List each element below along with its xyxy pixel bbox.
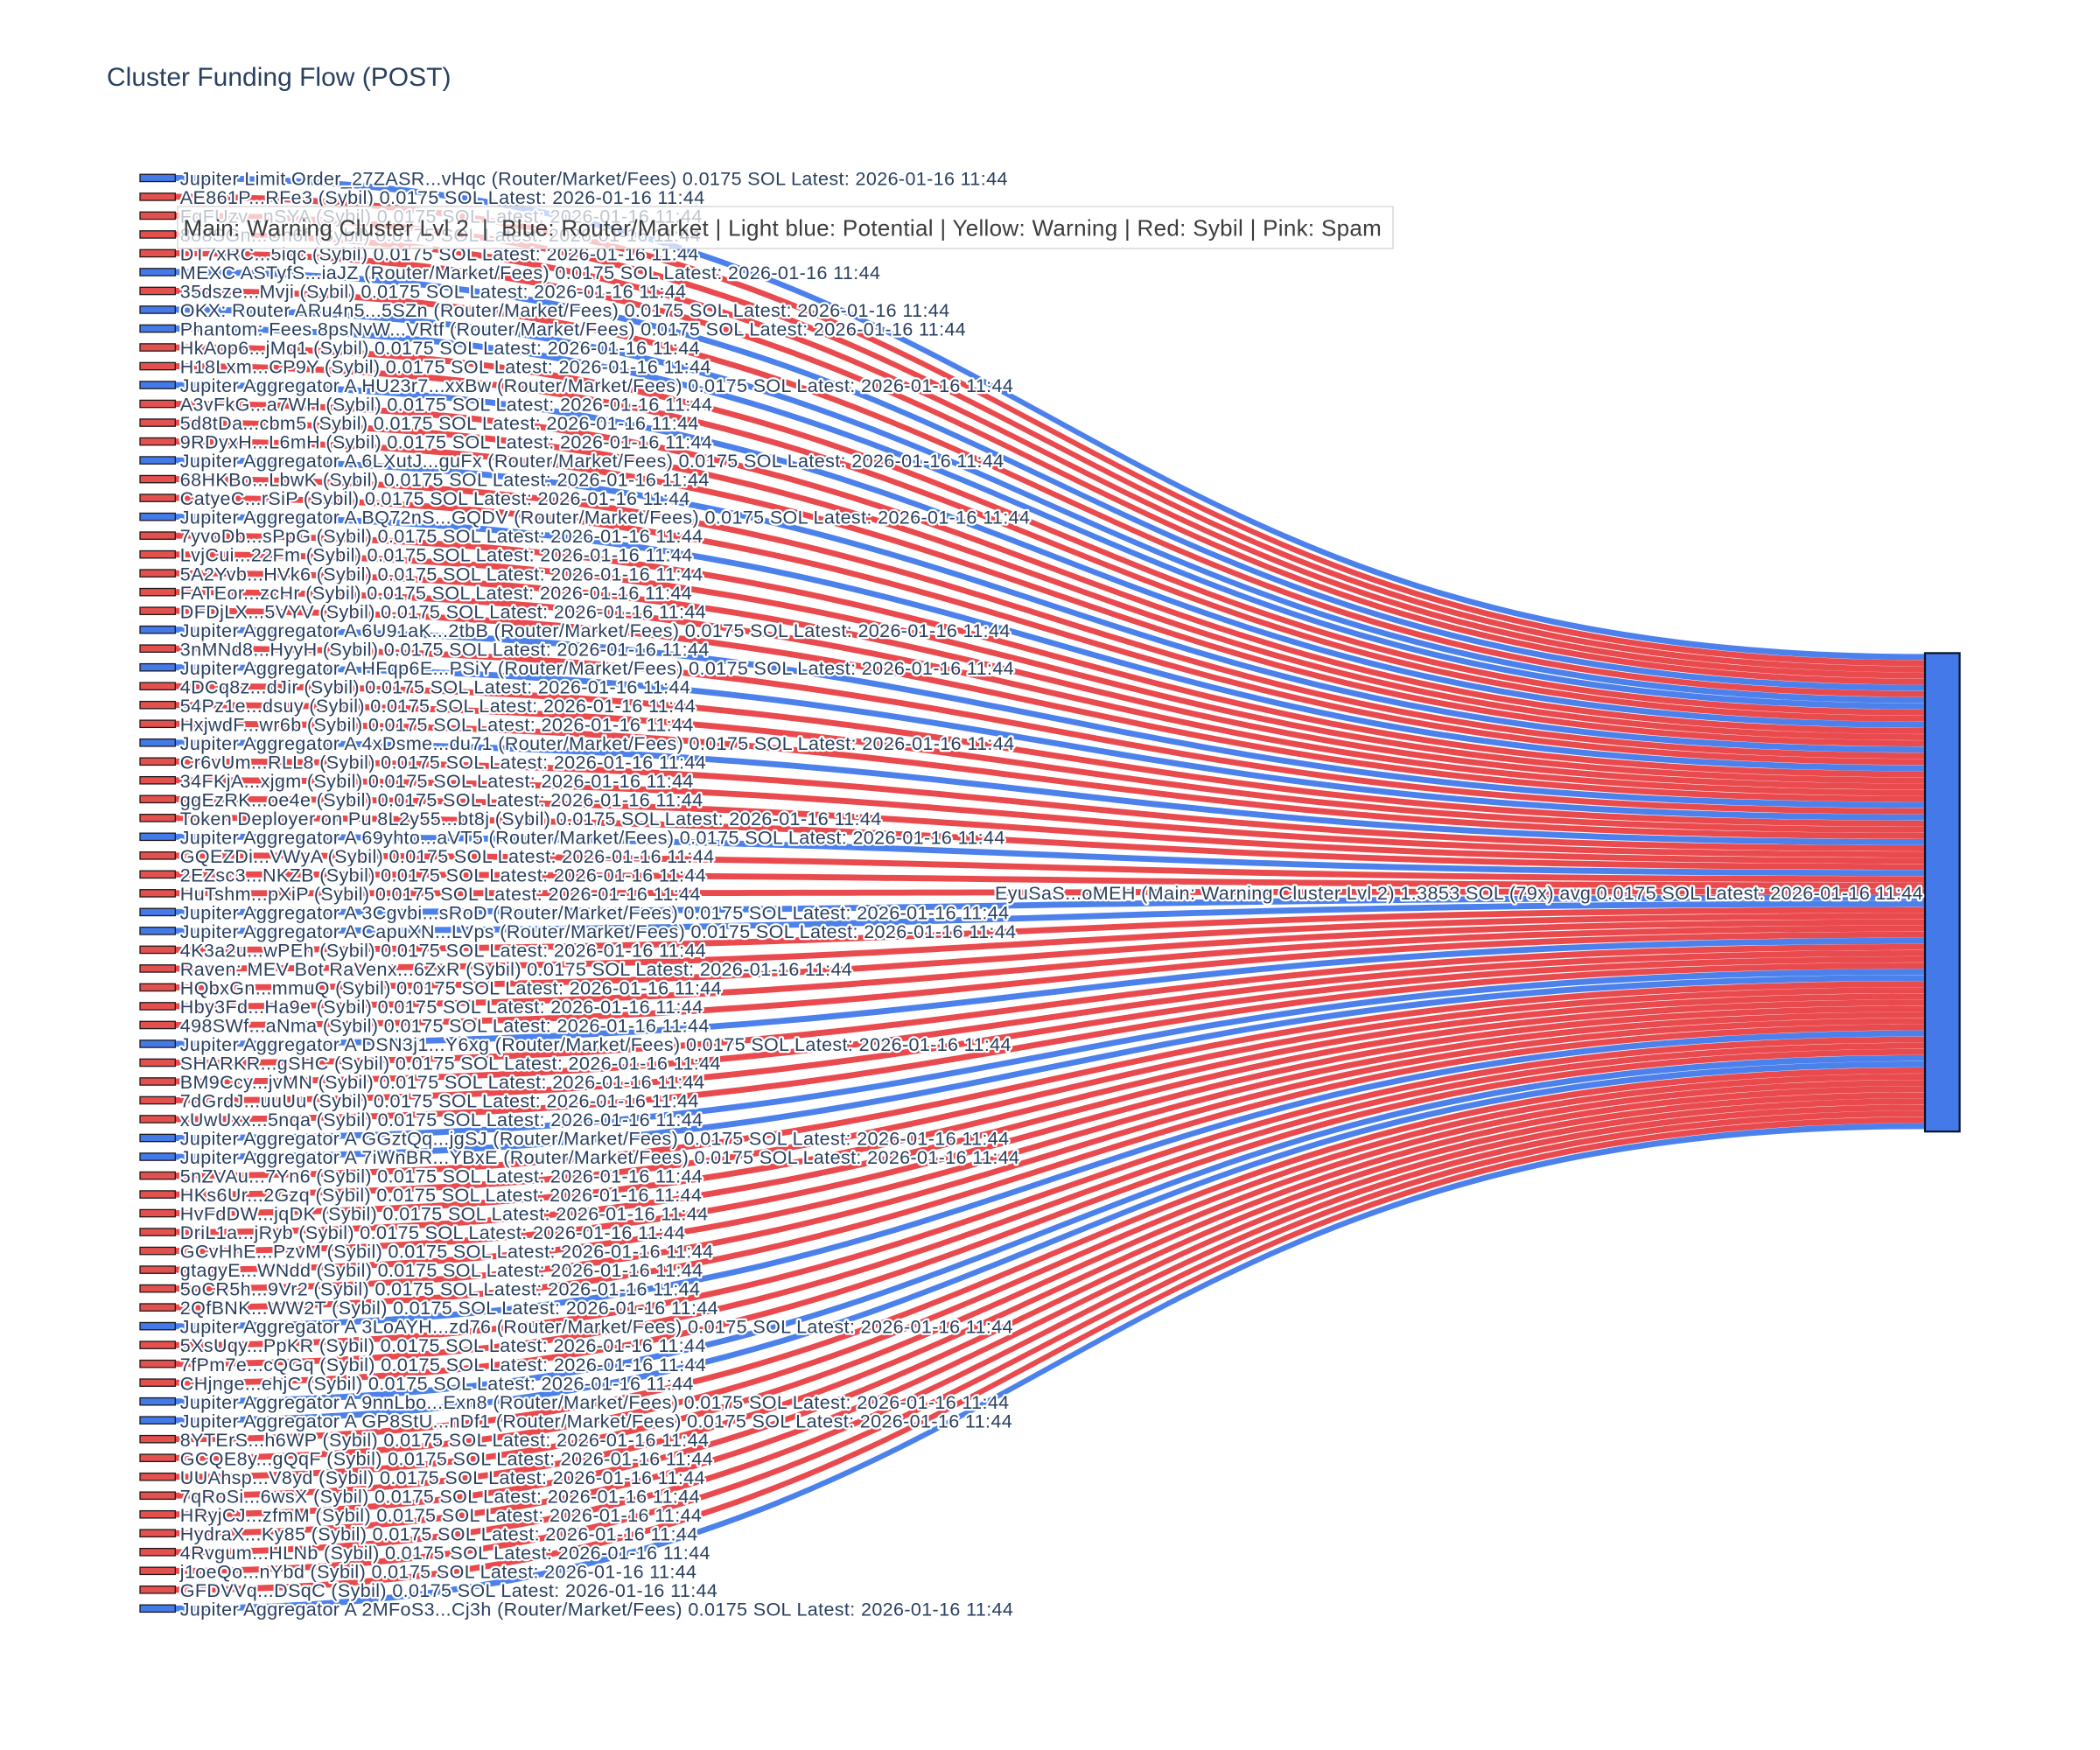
svg-text:FATEor...zcHr (Sybil) 0.0175 S: FATEor...zcHr (Sybil) 0.0175 SOL Latest:… — [180, 583, 692, 604]
svg-text:Jupiter Aggregator A HU23r7...: Jupiter Aggregator A HU23r7...xxBw (Rout… — [180, 375, 1013, 396]
svg-text:Token Deployer on Pu 8L2y55...: Token Deployer on Pu 8L2y55...bt8j (Sybi… — [180, 808, 882, 830]
svg-text:BM9Ccy...jvMN (Sybil) 0.0175 S: BM9Ccy...jvMN (Sybil) 0.0175 SOL Latest:… — [180, 1072, 705, 1093]
svg-text:7fPm7e...cQGq (Sybil) 0.0175 S: 7fPm7e...cQGq (Sybil) 0.0175 SOL Latest:… — [180, 1354, 706, 1376]
svg-text:8YTErS...h6WP (Sybil) 0.0175 S: 8YTErS...h6WP (Sybil) 0.0175 SOL Latest:… — [180, 1430, 709, 1451]
svg-text:Main: Warning Cluster Lvl 2 |: Main: Warning Cluster Lvl 2 | Blue: Rout… — [184, 215, 1382, 242]
svg-text:68HKBo...LbwK (Sybil) 0.0175 S: 68HKBo...LbwK (Sybil) 0.0175 SOL Latest:… — [180, 470, 710, 491]
svg-text:HydraX...Ky85 (Sybil) 0.0175 S: HydraX...Ky85 (Sybil) 0.0175 SOL Latest:… — [180, 1523, 698, 1544]
svg-text:ggEzRK...oe4e (Sybil) 0.0175 S: ggEzRK...oe4e (Sybil) 0.0175 SOL Latest:… — [180, 789, 704, 810]
svg-text:Jupiter Aggregator A 9nnLbo...: Jupiter Aggregator A 9nnLbo...Exn8 (Rout… — [180, 1392, 1010, 1413]
svg-text:Jupiter Aggregator A 2MFoS3...: Jupiter Aggregator A 2MFoS3...Cj3h (Rout… — [180, 1599, 1013, 1620]
svg-text:4DCq8z...dJir (Sybil) 0.0175 S: 4DCq8z...dJir (Sybil) 0.0175 SOL Latest:… — [180, 676, 690, 697]
svg-text:xUwUxx...5nqa (Sybil) 0.0175 S: xUwUxx...5nqa (Sybil) 0.0175 SOL Latest:… — [180, 1110, 704, 1130]
svg-text:CatyeC...rSiP (Sybil) 0.0175 S: CatyeC...rSiP (Sybil) 0.0175 SOL Latest:… — [180, 488, 690, 509]
svg-text:4Rvgum...HLNb (Sybil) 0.0175 S: 4Rvgum...HLNb (Sybil) 0.0175 SOL Latest:… — [180, 1543, 710, 1564]
svg-text:35dsze...Mvji (Sybil) 0.0175 S: 35dsze...Mvji (Sybil) 0.0175 SOL Latest:… — [180, 282, 687, 303]
svg-text:HxjwdF...wr6b (Sybil) 0.0175 S: HxjwdF...wr6b (Sybil) 0.0175 SOL Latest:… — [180, 714, 694, 735]
svg-text:2EZsc3...NKZB (Sybil) 0.0175 S: 2EZsc3...NKZB (Sybil) 0.0175 SOL Latest:… — [180, 864, 706, 886]
svg-text:Jupiter Aggregator A 3LoAYH...: Jupiter Aggregator A 3LoAYH...zd76 (Rout… — [180, 1317, 1013, 1338]
svg-text:Hby3Fd...Ha9e (Sybil) 0.0175 S: Hby3Fd...Ha9e (Sybil) 0.0175 SOL Latest:… — [180, 997, 704, 1018]
svg-text:HQbxGn...mmuQ (Sybil) 0.0175 S: HQbxGn...mmuQ (Sybil) 0.0175 SOL Latest:… — [180, 978, 722, 999]
svg-text:Jupiter Aggregator A HFqp6E...: Jupiter Aggregator A HFqp6E...PSiY (Rout… — [180, 658, 1014, 679]
svg-text:EyuSaS...oMEH (Main: Warning C: EyuSaS...oMEH (Main: Warning Cluster Lvl… — [995, 883, 1923, 904]
svg-text:HvFdDW...jqDK (Sybil) 0.0175 S: HvFdDW...jqDK (Sybil) 0.0175 SOL Latest:… — [180, 1204, 709, 1225]
svg-text:LvjCui...22Fm (Sybil) 0.0175 S: LvjCui...22Fm (Sybil) 0.0175 SOL Latest:… — [180, 545, 693, 566]
svg-text:CHjnge...ehjC (Sybil) 0.0175 S: CHjnge...ehjC (Sybil) 0.0175 SOL Latest:… — [180, 1373, 694, 1394]
svg-text:7qRoSi...6wsX (Sybil) 0.0175 S: 7qRoSi...6wsX (Sybil) 0.0175 SOL Latest:… — [180, 1486, 700, 1507]
svg-text:Jupiter Limit Order_27ZASR...v: Jupiter Limit Order_27ZASR...vHqc (Route… — [180, 169, 1008, 190]
svg-text:gtagyE...WNdd (Sybil) 0.0175 S: gtagyE...WNdd (Sybil) 0.0175 SOL Latest:… — [180, 1260, 704, 1281]
svg-text:SHARKR...gSHC (Sybil) 0.0175 S: SHARKR...gSHC (Sybil) 0.0175 SOL Latest:… — [180, 1054, 721, 1074]
svg-text:5d8tDa...cbm5 (Sybil) 0.0175 S: 5d8tDa...cbm5 (Sybil) 0.0175 SOL Latest:… — [180, 413, 699, 434]
svg-text:4K3a2u...wPEh (Sybil) 0.0175 S: 4K3a2u...wPEh (Sybil) 0.0175 SOL Latest:… — [180, 940, 706, 961]
svg-text:Jupiter Aggregator A DSN3j1...: Jupiter Aggregator A DSN3j1...Y6xg (Rout… — [180, 1034, 1012, 1055]
svg-text:Jupiter Aggregator A 69yhto...: Jupiter Aggregator A 69yhto...aVT5 (Rout… — [180, 827, 1005, 848]
svg-text:Jupiter Aggregator A 6LXutJ...: Jupiter Aggregator A 6LXutJ...guFx (Rout… — [180, 451, 1004, 472]
svg-text:DFDjLX...5VYV (Sybil) 0.0175 S: DFDjLX...5VYV (Sybil) 0.0175 SOL Latest:… — [180, 601, 706, 622]
svg-text:HKs6Ur...2Gzq (Sybil) 0.0175 S: HKs6Ur...2Gzq (Sybil) 0.0175 SOL Latest:… — [180, 1185, 703, 1206]
svg-text:Jupiter Aggregator A 4xDsme...: Jupiter Aggregator A 4xDsme...du71 (Rout… — [180, 733, 1015, 754]
svg-text:5XsUqy...PpKR (Sybil) 0.0175 S: 5XsUqy...PpKR (Sybil) 0.0175 SOL Latest:… — [180, 1335, 706, 1356]
svg-text:3nMNd8...HyyH (Sybil) 0.0175 S: 3nMNd8...HyyH (Sybil) 0.0175 SOL Latest:… — [180, 639, 710, 660]
svg-text:GCvHhE...PzvM (Sybil) 0.0175 S: GCvHhE...PzvM (Sybil) 0.0175 SOL Latest:… — [180, 1242, 714, 1263]
svg-text:H18Lxm...CP9Y (Sybil) 0.0175 S: H18Lxm...CP9Y (Sybil) 0.0175 SOL Latest:… — [180, 357, 711, 378]
svg-text:Jupiter Aggregator A BQ72nS...: Jupiter Aggregator A BQ72nS...GQDV (Rout… — [180, 508, 1031, 528]
svg-text:Jupiter Aggregator A CapuXN...: Jupiter Aggregator A CapuXN...LVps (Rout… — [180, 921, 1017, 942]
svg-text:HkAop6...jMq1 (Sybil) 0.0175 S: HkAop6...jMq1 (Sybil) 0.0175 SOL Latest:… — [180, 338, 700, 359]
svg-text:5A2Yvb...HVk6 (Sybil) 0.0175 S: 5A2Yvb...HVk6 (Sybil) 0.0175 SOL Latest:… — [180, 564, 704, 584]
svg-text:GCQE8y...gQqF (Sybil) 0.0175 S: GCQE8y...gQqF (Sybil) 0.0175 SOL Latest:… — [180, 1448, 713, 1469]
svg-text:Jupiter Aggregator A 3Cgvbi...: Jupiter Aggregator A 3Cgvbi...sRoD (Rout… — [180, 902, 1010, 923]
svg-text:5nZVAu...7Yn6 (Sybil) 0.0175 S: 5nZVAu...7Yn6 (Sybil) 0.0175 SOL Latest:… — [180, 1166, 703, 1187]
svg-text:Phantom: Fees 8psNvW...VRtf (R: Phantom: Fees 8psNvW...VRtf (Router/Mark… — [180, 319, 966, 340]
svg-text:HRyjCJ...zfmM (Sybil) 0.0175 S: HRyjCJ...zfmM (Sybil) 0.0175 SOL Latest:… — [180, 1505, 702, 1526]
svg-text:j1oeQo...nYbd (Sybil) 0.0175 S: j1oeQo...nYbd (Sybil) 0.0175 SOL Latest:… — [179, 1561, 697, 1582]
svg-text:A3vFkG...a7WH (Sybil) 0.0175 S: A3vFkG...a7WH (Sybil) 0.0175 SOL Latest:… — [180, 395, 712, 416]
svg-text:9RDyxH...L6mH (Sybil) 0.0175 S: 9RDyxH...L6mH (Sybil) 0.0175 SOL Latest:… — [180, 432, 712, 453]
svg-text:OKX: Router ARu4n5...5SZn (Rou: OKX: Router ARu4n5...5SZn (Router/Market… — [180, 300, 950, 321]
svg-text:54Pz1e...dsuy (Sybil) 0.0175 S: 54Pz1e...dsuy (Sybil) 0.0175 SOL Latest:… — [180, 696, 696, 717]
svg-text:2QfBNK...WW2T (Sybil) 0.0175 S: 2QfBNK...WW2T (Sybil) 0.0175 SOL Latest:… — [180, 1298, 718, 1319]
svg-text:GQEZDi...VWyA (Sybil) 0.0175 S: GQEZDi...VWyA (Sybil) 0.0175 SOL Latest:… — [180, 846, 715, 867]
svg-text:Cluster Funding Flow (POST): Cluster Funding Flow (POST) — [107, 63, 451, 92]
svg-text:MEXC ASTyfS...iaJZ (Router/Mar: MEXC ASTyfS...iaJZ (Router/Market/Fees) … — [180, 262, 880, 284]
svg-text:Jupiter Aggregator A GGztQq...: Jupiter Aggregator A GGztQq...jgSJ (Rout… — [180, 1129, 1010, 1150]
svg-text:DriL1a...jRyb (Sybil) 0.0175 S: DriL1a...jRyb (Sybil) 0.0175 SOL Latest:… — [180, 1222, 685, 1243]
svg-text:UUAhsp...V8yd (Sybil) 0.0175 S: UUAhsp...V8yd (Sybil) 0.0175 SOL Latest:… — [180, 1467, 705, 1488]
svg-text:Jupiter Aggregator A GP8StU...: Jupiter Aggregator A GP8StU...nDf1 (Rout… — [180, 1410, 1012, 1432]
svg-text:Jupiter Aggregator A 7iWnBR...: Jupiter Aggregator A 7iWnBR...YBxE (Rout… — [180, 1147, 1020, 1168]
svg-text:34FKjA...xjgm (Sybil) 0.0175 S: 34FKjA...xjgm (Sybil) 0.0175 SOL Latest:… — [180, 771, 694, 792]
svg-text:HuTshm...pXiP (Sybil) 0.0175 S: HuTshm...pXiP (Sybil) 0.0175 SOL Latest:… — [180, 884, 701, 905]
svg-text:Jupiter Aggregator A 6U91aK...: Jupiter Aggregator A 6U91aK...2tbB (Rout… — [180, 620, 1011, 641]
svg-text:AE861P...RFe3 (Sybil) 0.0175 S: AE861P...RFe3 (Sybil) 0.0175 SOL Latest:… — [180, 187, 705, 208]
svg-text:7yvoDb...sPpG (Sybil) 0.0175 S: 7yvoDb...sPpG (Sybil) 0.0175 SOL Latest:… — [180, 526, 704, 547]
svg-text:7dGrdJ...uuUu (Sybil) 0.0175 S: 7dGrdJ...uuUu (Sybil) 0.0175 SOL Latest:… — [180, 1091, 699, 1112]
svg-text:GFDVVq...DSqC (Sybil) 0.0175 S: GFDVVq...DSqC (Sybil) 0.0175 SOL Latest:… — [180, 1580, 718, 1601]
svg-text:Cr6vUm...RLL8 (Sybil) 0.0175 S: Cr6vUm...RLL8 (Sybil) 0.0175 SOL Latest:… — [180, 752, 706, 773]
svg-text:498SWf...aNma (Sybil) 0.0175 S: 498SWf...aNma (Sybil) 0.0175 SOL Latest:… — [180, 1016, 710, 1037]
svg-text:5oCR5h...9Vr2 (Sybil) 0.0175 S: 5oCR5h...9Vr2 (Sybil) 0.0175 SOL Latest:… — [180, 1279, 701, 1300]
svg-text:Raven: MEV Bot RaVenx...6ZxR (: Raven: MEV Bot RaVenx...6ZxR (Sybil) 0.0… — [180, 959, 852, 980]
